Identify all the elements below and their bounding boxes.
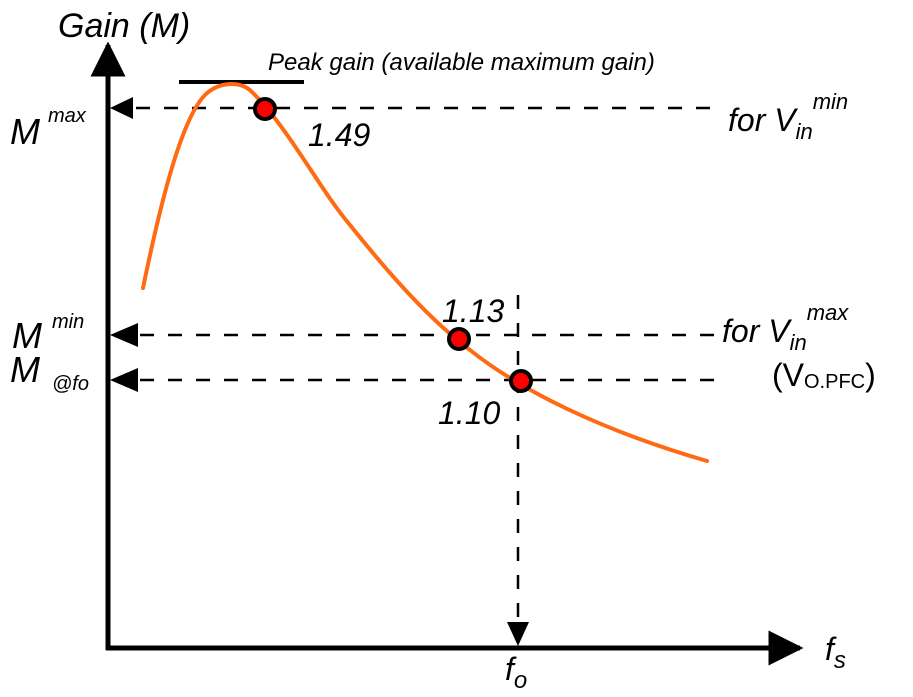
mfo-label: M @fo	[10, 349, 89, 395]
fo-arrow-icon	[507, 622, 529, 646]
vin-max-note: for Vinmax	[722, 300, 849, 355]
mmax-arrow-icon	[110, 97, 133, 119]
gain-curve	[141, 82, 709, 463]
mmin-arrow-icon	[110, 323, 138, 347]
y-axis-label: Gain (M)	[58, 7, 190, 45]
mfo-value: 1.10	[438, 395, 500, 431]
mfo-arrow-icon	[110, 368, 138, 392]
peak-gain-label: Peak gain (available maximum gain)	[268, 49, 655, 76]
mmax-point	[253, 97, 277, 121]
vin-min-note: for Vinmin	[728, 89, 848, 144]
mmax-value: 1.49	[308, 117, 370, 153]
mmin-value: 1.13	[442, 293, 504, 329]
x-axis-label: fs	[825, 631, 846, 674]
mmin-point	[447, 327, 471, 351]
vopfc-note: (VO.PFC)	[772, 357, 876, 393]
fo-label: fo	[505, 651, 527, 694]
mfo-point	[509, 369, 533, 393]
